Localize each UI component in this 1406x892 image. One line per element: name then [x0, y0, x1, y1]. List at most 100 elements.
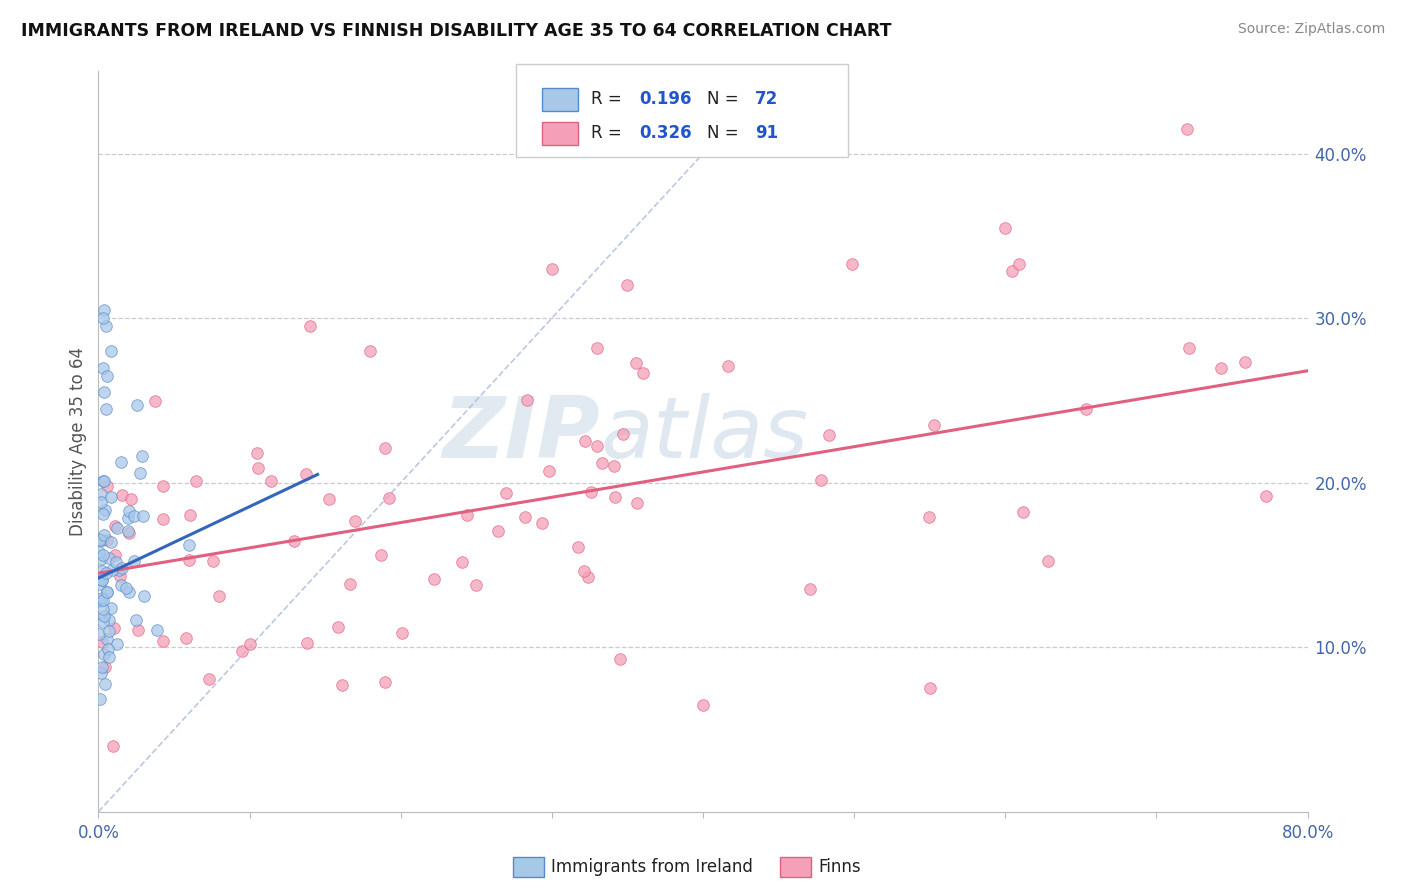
Text: N =: N = — [707, 124, 744, 142]
Point — [246, 445, 269, 459]
Point — [370, 548, 392, 562]
Point — [118, 584, 141, 599]
FancyBboxPatch shape — [516, 64, 848, 156]
Point — [152, 479, 174, 493]
Point — [530, 516, 553, 530]
Point — [922, 418, 945, 433]
Point — [609, 652, 631, 666]
Point — [94, 660, 117, 674]
Bar — [543, 122, 578, 145]
Point — [201, 553, 224, 567]
Point — [1234, 355, 1257, 369]
Point — [177, 553, 200, 567]
Point — [585, 439, 607, 453]
Point — [572, 564, 595, 578]
Point — [810, 473, 832, 487]
Point — [120, 492, 142, 507]
Point — [318, 491, 340, 506]
Point — [96, 479, 118, 493]
Point — [91, 593, 114, 607]
Point — [128, 467, 150, 481]
Point — [110, 578, 132, 592]
Point — [91, 360, 114, 375]
Point — [90, 660, 112, 674]
Point — [603, 459, 626, 474]
Point — [1211, 360, 1233, 375]
Point — [374, 674, 396, 689]
Point — [283, 534, 305, 549]
Point — [591, 456, 613, 470]
Point — [93, 609, 115, 624]
Point — [105, 555, 128, 569]
Point — [239, 637, 262, 651]
Point — [91, 602, 114, 616]
Point — [616, 278, 638, 293]
Point — [91, 311, 114, 326]
Text: R =: R = — [591, 90, 627, 108]
Point — [94, 677, 117, 691]
Point — [143, 394, 166, 409]
Point — [299, 319, 322, 334]
Point — [93, 474, 115, 488]
Point — [231, 643, 253, 657]
Point — [105, 521, 128, 535]
Point — [91, 564, 114, 578]
Bar — [543, 88, 578, 111]
Point — [624, 356, 647, 370]
Point — [91, 591, 114, 605]
Point — [101, 739, 124, 753]
Point — [89, 533, 111, 547]
Point — [179, 539, 201, 553]
Point — [103, 519, 125, 533]
Point — [1036, 554, 1059, 568]
Point — [90, 635, 112, 649]
Point — [96, 585, 118, 599]
Text: 0.326: 0.326 — [638, 124, 692, 142]
Point — [110, 569, 132, 583]
Point — [94, 319, 117, 334]
Point — [114, 582, 136, 596]
Point — [89, 545, 111, 559]
Point — [184, 474, 207, 488]
Text: Source: ZipAtlas.com: Source: ZipAtlas.com — [1237, 22, 1385, 37]
Point — [100, 535, 122, 549]
Point — [612, 427, 634, 442]
Point — [94, 503, 117, 517]
Point — [330, 678, 353, 692]
Text: Finns: Finns — [818, 858, 860, 876]
Point — [93, 647, 115, 661]
Point — [90, 573, 112, 587]
Point — [103, 621, 125, 635]
Point — [152, 634, 174, 648]
Point — [1008, 257, 1031, 271]
Point — [100, 600, 122, 615]
Point — [818, 427, 841, 442]
Point — [174, 631, 197, 645]
Point — [107, 563, 129, 577]
Point — [540, 261, 562, 276]
Point — [132, 589, 155, 603]
Point — [90, 494, 112, 508]
Point — [198, 672, 221, 686]
Point — [93, 385, 115, 400]
Point — [515, 510, 537, 524]
Point — [90, 487, 112, 501]
Point — [104, 548, 127, 562]
Point — [117, 504, 139, 518]
Point — [1012, 505, 1035, 519]
Point — [603, 490, 626, 504]
Point — [96, 632, 118, 646]
Point — [326, 620, 349, 634]
Point — [132, 508, 155, 523]
Point — [117, 524, 139, 539]
Text: R =: R = — [591, 124, 627, 142]
Point — [841, 257, 863, 271]
Point — [260, 475, 283, 489]
Point — [391, 625, 413, 640]
Text: ZIP: ZIP — [443, 392, 600, 475]
Point — [90, 665, 112, 680]
Point — [576, 570, 599, 584]
Point — [93, 302, 115, 317]
Point — [90, 552, 112, 566]
Point — [105, 636, 128, 650]
